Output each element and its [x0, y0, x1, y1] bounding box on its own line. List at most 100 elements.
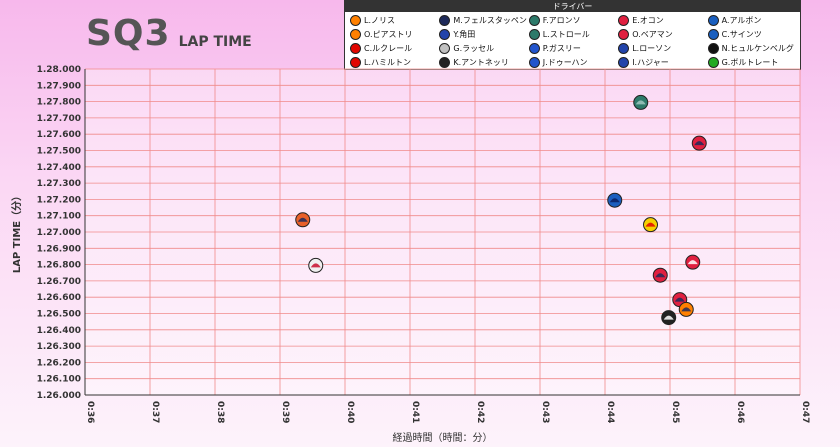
haas-icon [618, 14, 630, 26]
legend-item: M.フェルスタッペン [439, 13, 528, 27]
y-tick-label: 1.26.800 [37, 261, 81, 271]
legend-label: L.ノリス [364, 15, 395, 25]
legend-item: G.ボルトレート [707, 55, 797, 69]
y-tick-label: 1.26.700 [37, 277, 81, 287]
legend-item: O.ピアストリ [350, 27, 439, 41]
legend-item: I.ハジャー [618, 55, 707, 69]
x-tick-label: 0:45 [670, 401, 680, 423]
mclaren-icon [350, 28, 361, 40]
y-tick-label: 1.26.300 [37, 342, 81, 352]
y-tick-label: 1.27.900 [37, 81, 81, 91]
y-tick-label: 1.27.500 [37, 147, 81, 157]
legend-label: G.ラッセル [453, 43, 495, 53]
x-tick-label: 0:39 [280, 401, 290, 423]
x-tick-label: 0:41 [410, 401, 420, 423]
legend-item: L.ストロール [528, 27, 618, 41]
legend-label: C.サインツ [721, 29, 762, 39]
redbull-icon [439, 14, 451, 26]
legend-label: N.ヒュルケンベルグ [721, 43, 794, 53]
chart-title-block: SQ3 LAP TIME [86, 16, 252, 52]
sauber-icon [707, 56, 719, 68]
y-axis-title: LAP TIME（分） [10, 191, 23, 273]
legend-item: J.ドゥーハン [528, 55, 618, 69]
x-tick-label: 0:42 [475, 401, 485, 423]
mercedes-icon [439, 56, 451, 68]
data-point [685, 254, 701, 270]
data-point [295, 212, 311, 228]
legend-item: N.ヒュルケンベルグ [707, 41, 797, 55]
y-tick-label: 1.27.600 [37, 130, 81, 140]
data-point [633, 94, 649, 110]
legend-item: C.ルクレール [350, 41, 439, 55]
legend-item: G.ラッセル [439, 41, 528, 55]
sauber-icon [707, 42, 719, 54]
chart-legend: ドライバー L.ノリス M.フェルスタッペン F.アロンソ E.オコン A.アルボン O.… [344, 0, 801, 70]
legend-label: L.ストロール [542, 29, 590, 39]
rb-icon [439, 28, 451, 40]
legend-item: Y.角田 [439, 27, 528, 41]
y-tick-label: 1.26.400 [37, 326, 81, 336]
rb-icon [618, 42, 630, 54]
x-tick-label: 0:46 [735, 401, 745, 423]
x-tick-label: 0:37 [150, 401, 160, 423]
legend-label: O.ピアストリ [364, 29, 413, 39]
legend-label: E.オコン [632, 15, 664, 25]
legend-label: L.ハミルトン [364, 57, 411, 67]
legend-item: L.ノリス [350, 13, 439, 27]
x-tick-label: 0:43 [540, 401, 550, 423]
astonmartin-icon [528, 14, 540, 26]
legend-title: ドライバー [345, 1, 800, 12]
legend-label: O.ベアマン [632, 29, 673, 39]
y-tick-label: 1.26.600 [37, 293, 81, 303]
data-point [643, 217, 658, 233]
x-tick-label: 0:44 [605, 401, 615, 423]
y-tick-label: 1.27.300 [37, 179, 81, 189]
data-point [607, 192, 623, 208]
y-tick-label: 1.27.100 [37, 212, 81, 222]
y-tick-label: 1.27.000 [37, 228, 81, 238]
legend-label: Y.角田 [453, 29, 476, 39]
legend-label: L.ローソン [632, 43, 672, 53]
ferrari-icon [350, 56, 361, 68]
legend-label: G.ボルトレート [721, 57, 779, 67]
x-tick-label: 0:38 [215, 401, 225, 423]
mercedes-icon [439, 42, 451, 54]
x-axis-title: 経過時間（時間：分） [393, 431, 493, 444]
y-tick-label: 1.27.400 [37, 163, 81, 173]
legend-item: A.アルボン [707, 13, 797, 27]
legend-item: F.アロンソ [528, 13, 618, 27]
legend-item: E.オコン [618, 13, 707, 27]
legend-item: K.アントネッリ [439, 55, 528, 69]
rb-icon [618, 56, 630, 68]
legend-label: A.アルボン [721, 15, 762, 25]
legend-label: P.ガスリー [542, 43, 581, 53]
legend-item: L.ハミルトン [350, 55, 439, 69]
chart-subtitle: LAP TIME [178, 34, 252, 50]
y-tick-label: 1.28.000 [37, 65, 81, 75]
x-tick-label: 0:40 [345, 401, 355, 423]
data-point [652, 267, 668, 283]
data-point [308, 257, 324, 273]
y-tick-label: 1.26.200 [37, 358, 81, 368]
legend-item: L.ローソン [618, 41, 707, 55]
williams-icon [707, 14, 719, 26]
legend-item: O.ベアマン [618, 27, 707, 41]
legend-item: C.サインツ [707, 27, 797, 41]
y-tick-label: 1.26.900 [37, 244, 81, 254]
y-tick-label: 1.27.700 [37, 114, 81, 124]
x-tick-label: 0:47 [800, 401, 810, 423]
legend-label: C.ルクレール [364, 43, 413, 53]
haas-icon [618, 28, 630, 40]
data-point [678, 301, 694, 317]
mclaren-icon [350, 14, 361, 26]
alpine-icon [528, 42, 540, 54]
legend-label: F.アロンソ [542, 15, 581, 25]
y-tick-label: 1.26.500 [37, 310, 81, 320]
chart-title: SQ3 [86, 13, 171, 54]
data-point [691, 135, 707, 151]
alpine-icon [528, 56, 540, 68]
legend-label: J.ドゥーハン [542, 57, 588, 67]
data-point [661, 310, 677, 326]
x-tick-label: 0:36 [85, 401, 95, 423]
